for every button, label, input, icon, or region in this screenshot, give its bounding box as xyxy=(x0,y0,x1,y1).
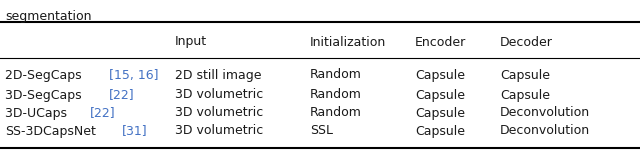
Text: segmentation: segmentation xyxy=(5,10,92,23)
Text: Capsule: Capsule xyxy=(500,88,550,101)
Text: Capsule: Capsule xyxy=(415,106,465,119)
Text: Input: Input xyxy=(175,35,207,48)
Text: 2D still image: 2D still image xyxy=(175,69,262,82)
Text: Encoder: Encoder xyxy=(415,35,467,48)
Text: [22]: [22] xyxy=(109,88,134,101)
Text: Capsule: Capsule xyxy=(415,88,465,101)
Text: Random: Random xyxy=(310,69,362,82)
Text: 3D-SegCaps: 3D-SegCaps xyxy=(5,88,86,101)
Text: Random: Random xyxy=(310,88,362,101)
Text: Decoder: Decoder xyxy=(500,35,553,48)
Text: Capsule: Capsule xyxy=(415,69,465,82)
Text: SSL: SSL xyxy=(310,125,333,138)
Text: Deconvolution: Deconvolution xyxy=(500,125,590,138)
Text: 3D volumetric: 3D volumetric xyxy=(175,88,263,101)
Text: 3D volumetric: 3D volumetric xyxy=(175,125,263,138)
Text: Deconvolution: Deconvolution xyxy=(500,106,590,119)
Text: [15, 16]: [15, 16] xyxy=(109,69,159,82)
Text: SS-3DCapsNet: SS-3DCapsNet xyxy=(5,125,96,138)
Text: 3D volumetric: 3D volumetric xyxy=(175,106,263,119)
Text: 3D-UCaps: 3D-UCaps xyxy=(5,106,71,119)
Text: Random: Random xyxy=(310,106,362,119)
Text: 2D-SegCaps: 2D-SegCaps xyxy=(5,69,86,82)
Text: [22]: [22] xyxy=(90,106,116,119)
Text: Capsule: Capsule xyxy=(415,125,465,138)
Text: [31]: [31] xyxy=(122,125,148,138)
Text: Initialization: Initialization xyxy=(310,35,387,48)
Text: Capsule: Capsule xyxy=(500,69,550,82)
